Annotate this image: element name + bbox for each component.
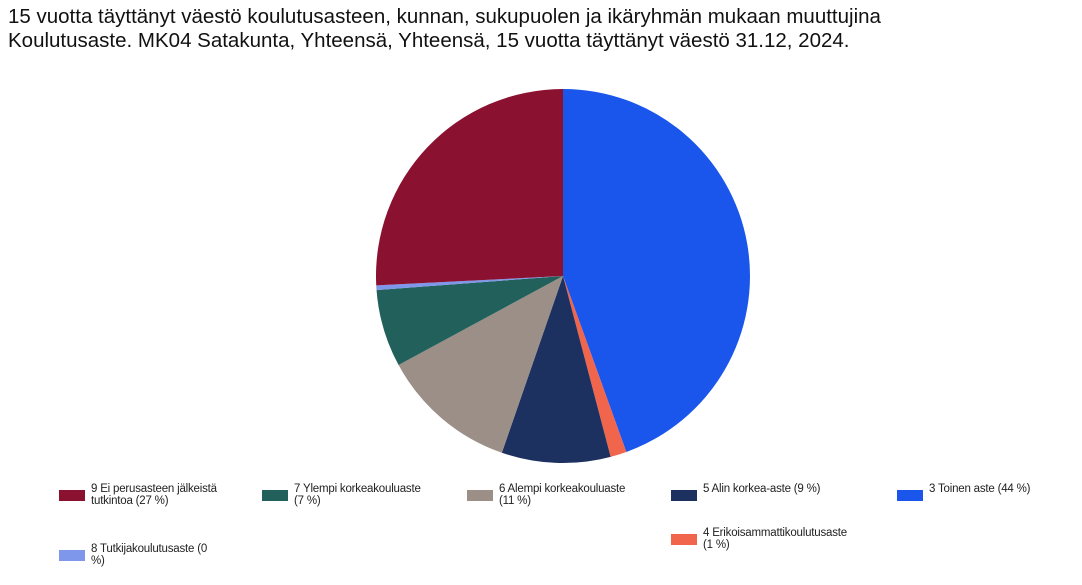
legend-label: 5 Alin korkea-aste (9 %) <box>703 483 821 495</box>
legend-item-alempi-korkeakouluaste[interactable]: 6 Alempi korkeakouluaste (11 %) <box>467 483 625 507</box>
legend-label: 6 Alempi korkeakouluaste (11 %) <box>499 483 626 507</box>
pie-slice-7[interactable] <box>375 89 563 286</box>
pie-slice-4[interactable] <box>398 276 563 453</box>
legend-label: 9 Ei perusasteen jälkeistä tutkintoa (27… <box>91 483 217 507</box>
legend-item-tutkijakoulutusaste[interactable]: 8 Tutkijakoulutusaste (0 %) <box>59 543 207 567</box>
pie-slice-1[interactable] <box>563 89 751 452</box>
legend-swatch <box>671 534 697 545</box>
legend-label: 4 Erikoisammattikoulutusaste (1 %) <box>703 527 847 551</box>
pie-slice-2[interactable] <box>563 276 627 457</box>
legend-label: 3 Toinen aste (44 %) <box>929 483 1031 495</box>
pie-slice-6[interactable] <box>376 276 563 291</box>
legend-item-toinen-aste[interactable]: 3 Toinen aste (44 %) <box>897 483 1030 501</box>
legend-label: 8 Tutkijakoulutusaste (0 %) <box>91 543 208 567</box>
legend-swatch <box>59 550 85 561</box>
pie-slice-5[interactable] <box>376 276 563 366</box>
legend-item-erikoisammattikoulutusaste[interactable]: 4 Erikoisammattikoulutusaste (1 %) <box>671 527 847 551</box>
legend-item-ylempi-korkeakouluaste[interactable]: 7 Ylempi korkeakouluaste (7 %) <box>262 483 421 507</box>
legend-label: 7 Ylempi korkeakouluaste (7 %) <box>294 483 421 507</box>
legend-swatch <box>671 490 697 501</box>
chart-title-line-1: 15 vuotta täyttänyt väestö koulutusastee… <box>8 5 881 28</box>
legend-swatch <box>262 490 288 501</box>
legend-swatch <box>59 490 85 501</box>
pie-slice-3[interactable] <box>501 276 611 464</box>
chart-title: 15 vuotta täyttänyt väestö koulutusastee… <box>8 5 1078 53</box>
chart-title-line-2: Koulutusaste. MK04 Satakunta, Yhteensä, … <box>8 29 850 52</box>
legend-item-alin-korkea-aste[interactable]: 5 Alin korkea-aste (9 %) <box>671 483 820 501</box>
legend-swatch <box>467 490 493 501</box>
legend-item-ei-perusasteen[interactable]: 9 Ei perusasteen jälkeistä tutkintoa (27… <box>59 483 217 507</box>
legend-swatch <box>897 490 923 501</box>
